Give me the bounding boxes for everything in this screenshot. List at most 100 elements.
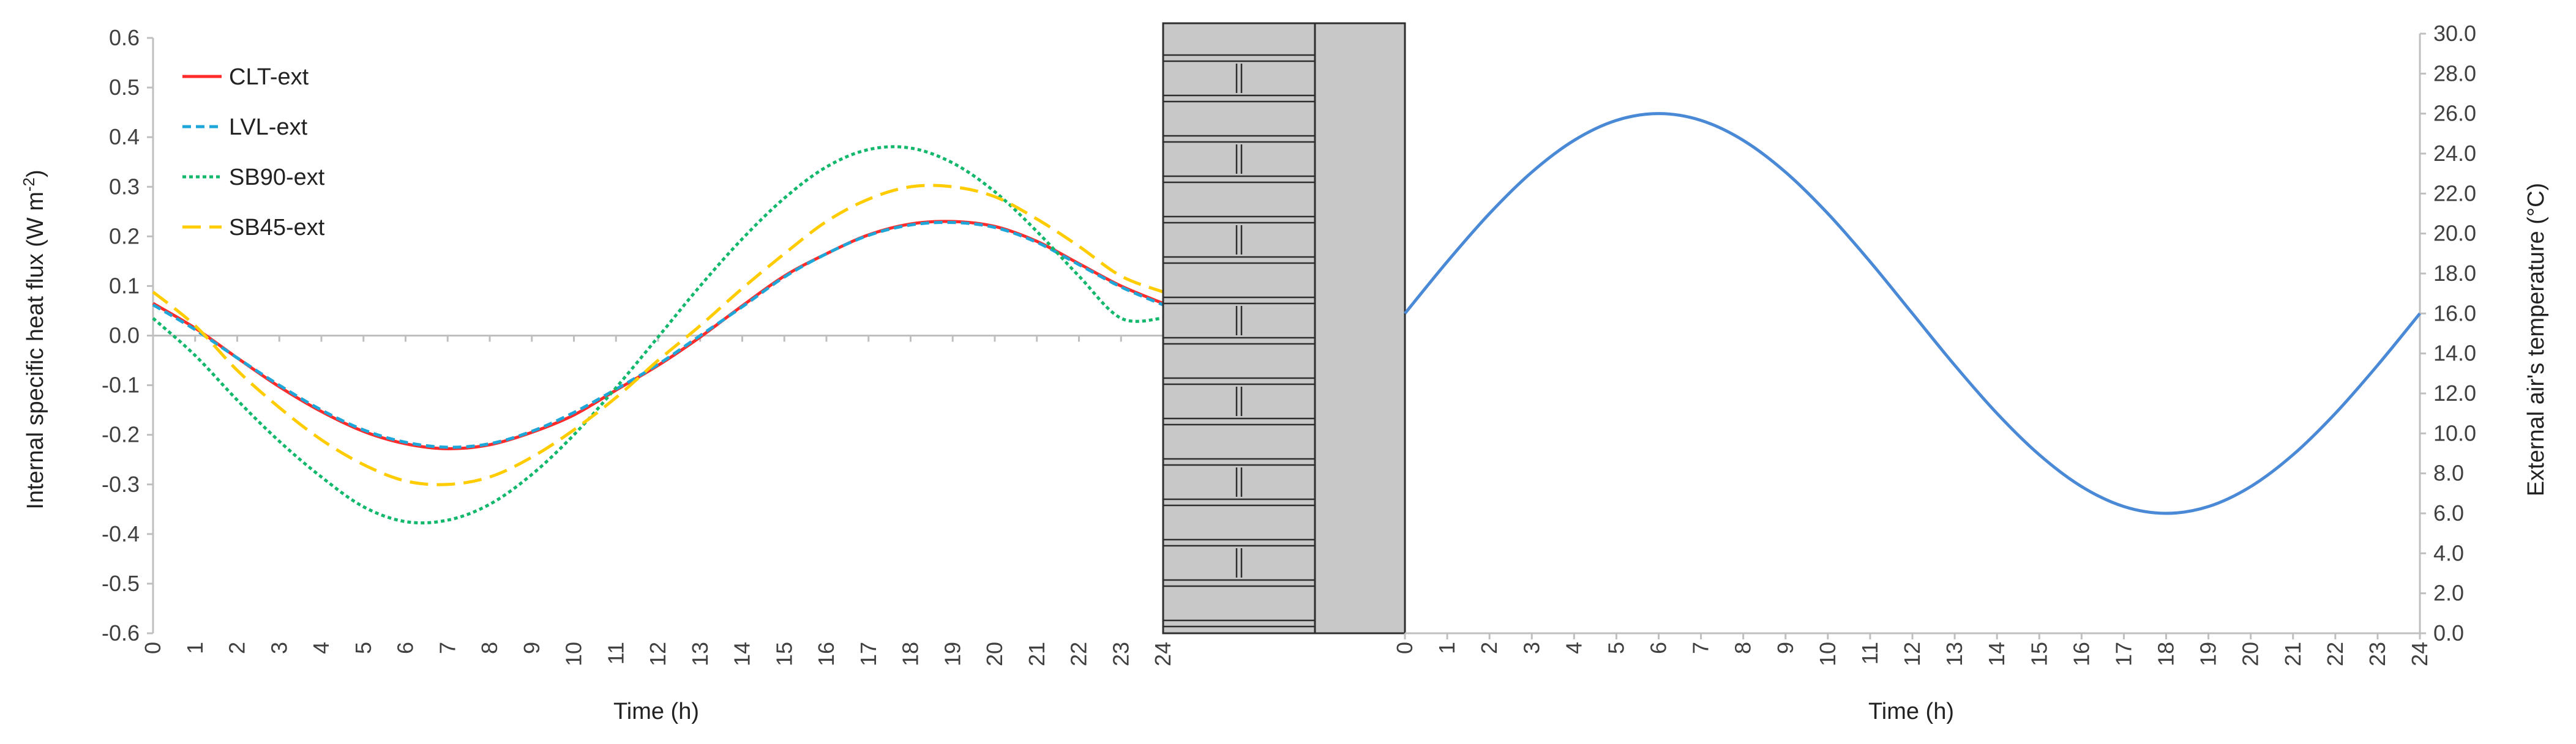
right-y-tick-label: 14.0 <box>2433 341 2476 366</box>
left-x-tick-label: 7 <box>435 642 460 654</box>
right-x-tick-label: 13 <box>1942 642 1967 666</box>
left-y-tick-label: 0.6 <box>109 25 140 50</box>
wall-section-illustration <box>1162 22 1406 634</box>
legend-label-sb45-ext: SB45-ext <box>229 215 325 240</box>
left-x-tick-label: 15 <box>771 642 796 666</box>
right-y-tick-label: 16.0 <box>2433 300 2476 326</box>
right-x-tick-label: 4 <box>1561 642 1586 654</box>
right-y-tick-label: 4.0 <box>2433 540 2464 565</box>
right-x-tick-label: 10 <box>1815 642 1840 666</box>
right-x-tick-label: 14 <box>1984 642 2009 666</box>
right-x-tick-label: 9 <box>1773 642 1798 654</box>
right-x-tick-label: 21 <box>2280 642 2305 666</box>
left-x-tick-label: 12 <box>645 642 670 666</box>
right-y-tick-label: 6.0 <box>2433 500 2464 526</box>
right-x-tick-label: 22 <box>2323 642 2348 666</box>
left-y-tick-label: 0.2 <box>109 223 140 248</box>
right-x-tick-label: 20 <box>2238 642 2263 666</box>
temperature-chart: 30.028.026.024.022.020.018.016.014.012.0… <box>1392 21 2549 724</box>
right-x-tick-label: 19 <box>2196 642 2221 666</box>
heat-flux-chart: 0.6 0.5 0.4 0.3 0.2 0.1 0.0 -0.1 -0.2 -0.3 -0.4 -0.… <box>20 25 1175 724</box>
right-y-tick-label: 0.0 <box>2433 620 2464 645</box>
right-x-tick-label: 15 <box>2026 642 2051 666</box>
left-x-tick-label: 24 <box>1150 642 1175 666</box>
right-x-tick-label: 2 <box>1477 642 1502 654</box>
left-x-tick-label: 0 <box>140 642 165 654</box>
right-y-tick-label: 18.0 <box>2433 261 2476 286</box>
series-line-sb45-ext <box>152 184 1164 486</box>
right-x-tick-label: 7 <box>1688 642 1713 654</box>
left-x-tick-label: 3 <box>266 642 291 654</box>
right-x-tick-label: 6 <box>1646 642 1671 654</box>
left-y-tick-label: 0.0 <box>109 323 140 348</box>
right-x-ticks: 0 1 2 3 4 5 6 7 8 9 10 11 12 13 14 15 16 17 18 19 20 21 22 23 24 <box>1392 633 2432 666</box>
left-y-tick-label: 0.5 <box>109 75 140 100</box>
right-x-tick-label: 5 <box>1603 642 1628 654</box>
left-x-tick-label: 20 <box>982 642 1007 666</box>
left-x-tick-label: 16 <box>814 642 839 666</box>
right-y-tick-label: 24.0 <box>2433 141 2476 166</box>
right-y-axis-title: External air's temperature (°C) <box>2523 183 2549 496</box>
left-y-tick-label: -0.4 <box>102 521 140 546</box>
left-x-tick-label: 5 <box>351 642 376 654</box>
legend[interactable]: CLT-ext LVL-ext SB90-ext SB45-ext <box>182 64 325 240</box>
right-x-tick-label: 16 <box>2069 642 2094 666</box>
left-y-title-close: ) <box>23 169 48 177</box>
legend-label-clt-ext: CLT-ext <box>229 64 309 90</box>
right-y-tick-label: 22.0 <box>2433 180 2476 206</box>
series-line-lvl-ext <box>152 220 1164 449</box>
right-y-tick-label: 30.0 <box>2433 21 2476 46</box>
left-x-tick-label: 13 <box>687 642 713 666</box>
left-x-tick-label: 10 <box>561 642 586 666</box>
right-axes <box>1405 34 2421 634</box>
left-x-tick-label: 21 <box>1024 642 1049 666</box>
left-y-title-superscript: -2 <box>20 177 38 192</box>
right-y-tick-label: 8.0 <box>2433 461 2464 486</box>
right-x-tick-label: 12 <box>1900 642 1925 666</box>
left-series-group <box>152 145 1164 525</box>
left-y-tick-label: -0.1 <box>102 373 140 398</box>
right-y-ticks: 30.0 28.0 26.0 24.0 22.0 20.0 18.0 16.0 14.0 12.0… <box>2420 21 2476 645</box>
left-x-tick-label: 6 <box>393 642 418 654</box>
left-x-tick-label: 17 <box>856 642 881 666</box>
left-x-tick-label: 14 <box>730 642 755 666</box>
left-y-tick-label: -0.2 <box>102 422 140 447</box>
right-y-tick-label: 2.0 <box>2433 581 2464 606</box>
right-y-tick-label: 28.0 <box>2433 61 2476 86</box>
right-x-tick-label: 17 <box>2111 642 2136 666</box>
right-x-tick-label: 3 <box>1519 642 1544 654</box>
right-x-tick-label: 24 <box>2407 642 2432 666</box>
right-y-tick-label: 10.0 <box>2433 420 2476 445</box>
left-y-title-main: Internal specific heat flux (W m <box>23 192 48 510</box>
right-x-tick-label: 8 <box>1731 642 1756 654</box>
right-x-tick-label: 23 <box>2365 642 2390 666</box>
left-y-tick-label: -0.6 <box>102 620 140 645</box>
left-y-ticks: 0.6 0.5 0.4 0.3 0.2 0.1 0.0 -0.1 -0.2 -0.3 -0.4 -0.… <box>102 25 153 645</box>
left-y-tick-label: -0.3 <box>102 472 140 497</box>
right-y-tick-label: 26.0 <box>2433 101 2476 126</box>
left-x-tick-label: 19 <box>940 642 965 666</box>
left-y-tick-label: 0.4 <box>109 124 140 149</box>
left-x-tick-label: 11 <box>603 642 628 664</box>
left-x-tick-label: 22 <box>1066 642 1091 666</box>
series-line-sb90-ext <box>152 145 1164 525</box>
right-x-tick-label: 18 <box>2154 642 2179 666</box>
right-x-tick-label: 0 <box>1392 642 1417 654</box>
left-x-tick-label: 8 <box>477 642 502 654</box>
left-y-axis-title: Internal specific heat flux (W m-2) <box>20 169 48 509</box>
left-x-axis-title: Time (h) <box>613 699 699 724</box>
left-x-tick-label: 2 <box>225 642 250 654</box>
left-y-tick-label: 0.1 <box>109 273 140 298</box>
left-x-tick-label: 4 <box>309 642 334 654</box>
left-x-tick-label: 1 <box>182 642 208 654</box>
left-x-ticks: 0 1 2 3 4 5 6 7 8 9 10 11 12 13 14 15 16 17 18 19 20 21 22 23 24 <box>140 335 1175 666</box>
temperature-line <box>1404 112 2421 515</box>
left-x-tick-label: 9 <box>519 642 544 654</box>
right-x-tick-label: 1 <box>1434 642 1459 654</box>
right-y-tick-label: 12.0 <box>2433 381 2476 406</box>
left-x-tick-label: 18 <box>898 642 923 666</box>
right-y-tick-label: 20.0 <box>2433 221 2476 246</box>
legend-label-lvl-ext: LVL-ext <box>229 114 308 140</box>
left-x-tick-label: 23 <box>1108 642 1133 666</box>
